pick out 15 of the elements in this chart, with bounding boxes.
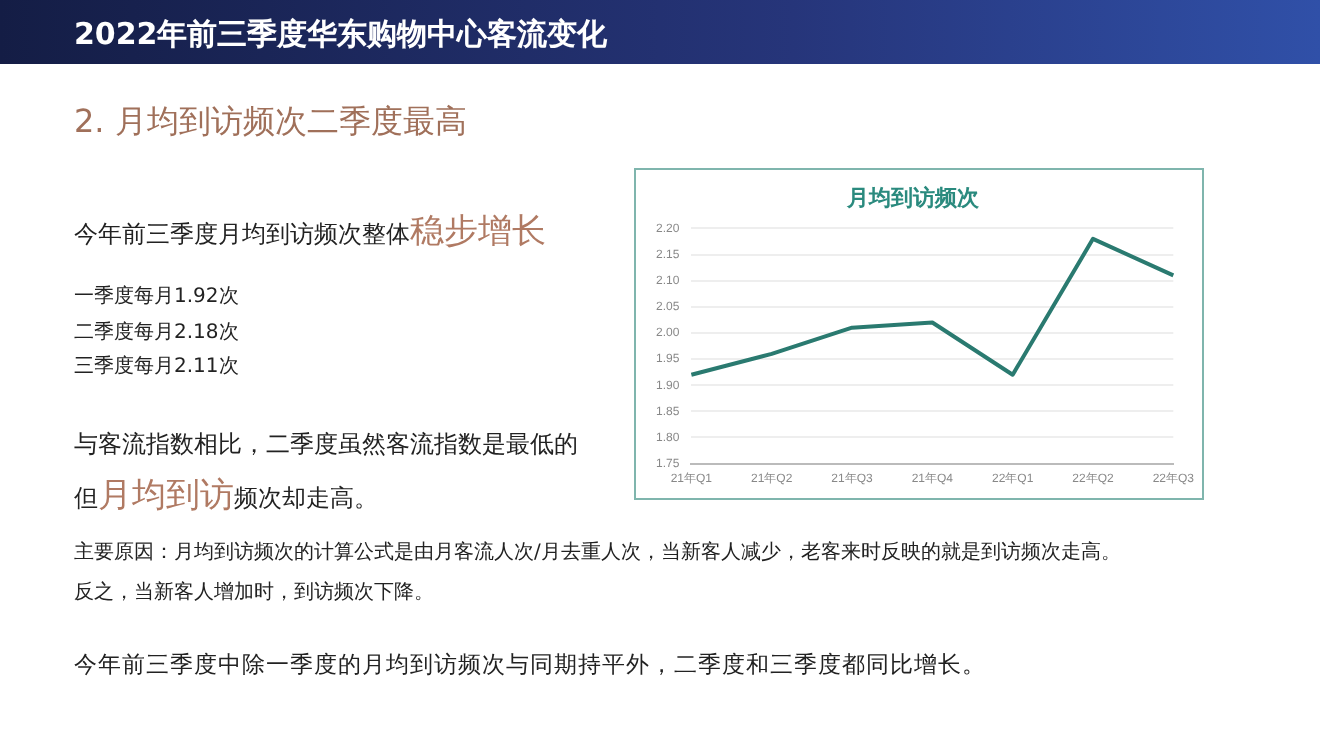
text: 频次却走高。 <box>234 484 378 512</box>
text: 反之，当新客人增加时，到访频次下降。 <box>74 582 434 604</box>
text: 2022年前三季度华东购物中心客流变化 <box>74 16 608 52</box>
text: 今年前三季度中除一季度的月均到访频次与同期持平外，二季度和三季度都同比增长。 <box>74 650 986 678</box>
text: 三季度每月2.11次 <box>74 356 239 378</box>
text: 一季度每月1.92次 <box>74 286 239 308</box>
text: 2. 月均到访频次二季度最高 <box>74 102 467 140</box>
text: 主要原因：月均到访频次的计算公式是由月客流人次/月去重人次，当新客人减少，老客来时反映的就是到访频次走高。 <box>74 542 1121 564</box>
text: 今年前三季度月均到访频次整体 <box>74 220 410 248</box>
text: 与客流指数相比，二季度虽然客流指数是最低的 <box>74 430 578 458</box>
text: 二季度每月2.18次 <box>74 322 239 344</box>
text: 月均到访 <box>98 476 234 516</box>
chart-title: 月均到访频次 <box>845 184 981 211</box>
text: 但 <box>74 484 98 512</box>
text: 稳步增长 <box>410 212 546 252</box>
